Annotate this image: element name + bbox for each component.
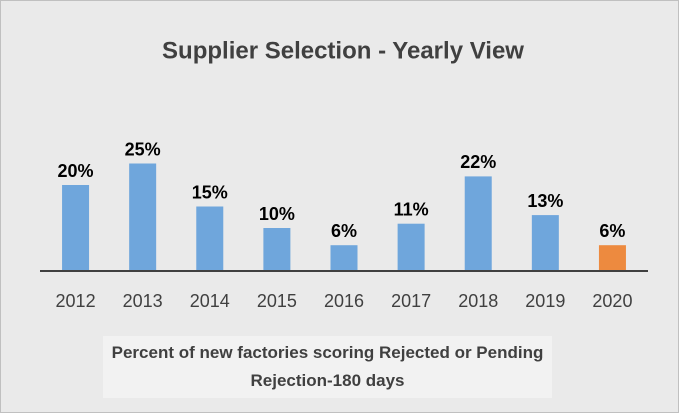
data-label: 10%: [259, 204, 295, 224]
x-tick-label: 2016: [324, 291, 364, 311]
x-tick-label: 2019: [525, 291, 565, 311]
data-label: 6%: [599, 221, 625, 241]
bar: [129, 163, 157, 271]
x-tick-label: 2014: [190, 291, 230, 311]
x-axis-title: Percent of new factories scoring Rejecte…: [103, 336, 552, 398]
x-tick-label: 2015: [257, 291, 297, 311]
bar: [330, 245, 358, 271]
bar: [464, 176, 492, 271]
bar: [263, 228, 291, 271]
bar: [196, 206, 224, 271]
x-tick-label: 2020: [592, 291, 632, 311]
data-label: 25%: [125, 139, 161, 159]
data-label: 6%: [331, 221, 357, 241]
x-tick-label: 2012: [56, 291, 96, 311]
bar: [598, 245, 626, 271]
data-label: 20%: [58, 161, 94, 181]
data-label: 13%: [527, 191, 563, 211]
bar: [531, 215, 559, 271]
data-label: 15%: [192, 182, 228, 202]
x-tick-label: 2013: [123, 291, 163, 311]
bar: [62, 185, 90, 271]
chart-title: Supplier Selection - Yearly View: [162, 37, 524, 64]
data-label: 11%: [394, 199, 429, 219]
bar: [397, 223, 425, 271]
data-label: 22%: [460, 152, 496, 172]
x-tick-label: 2018: [458, 291, 498, 311]
x-tick-label: 2017: [391, 291, 431, 311]
